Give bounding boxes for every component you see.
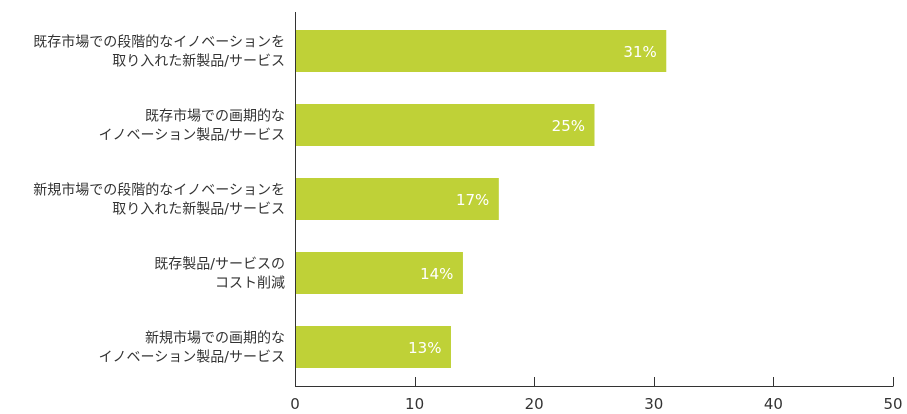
category-labels: 既存市場での段階的なイノベーションを取り入れた新製品/サービス既存市場での画期的… xyxy=(33,34,285,366)
x-tick-label-10: 10 xyxy=(405,395,424,413)
x-tick-label-20: 20 xyxy=(525,395,544,413)
bars-group xyxy=(295,30,667,368)
bar-value-label-4: 14% xyxy=(420,265,453,283)
category-label-3-line-1: 新規市場での段階的なイノベーションを xyxy=(33,182,285,199)
x-tick-label-40: 40 xyxy=(764,395,783,413)
bar-4 xyxy=(295,252,463,294)
category-label-2-line-2: イノベーション製品/サービス xyxy=(99,128,285,144)
bar-2 xyxy=(295,104,595,146)
category-label-5-line-1: 新規市場での画期的な xyxy=(145,330,285,347)
category-label-2-line-1: 既存市場での画期的な xyxy=(145,108,285,125)
x-tick-label-50: 50 xyxy=(883,395,902,413)
bar-3 xyxy=(295,178,499,220)
bar-value-label-1: 31% xyxy=(623,43,656,61)
x-tick-label-30: 30 xyxy=(644,395,663,413)
x-axis-ticks xyxy=(295,377,894,386)
bar-1 xyxy=(295,30,667,72)
category-label-5-line-2: イノベーション製品/サービス xyxy=(99,350,285,366)
bar-5 xyxy=(295,326,451,368)
category-label-4-line-1: 既存製品/サービスの xyxy=(154,257,285,273)
x-tick-label-0: 0 xyxy=(290,395,300,413)
category-label-1-line-1: 既存市場での段階的なイノベーションを xyxy=(33,34,285,51)
category-label-3-line-2: 取り入れた新製品/サービス xyxy=(112,202,285,218)
x-axis-tick-labels: 0 10 20 30 40 50 xyxy=(290,395,902,413)
axes-group xyxy=(295,12,894,387)
bar-value-label-5: 13% xyxy=(408,339,441,357)
category-label-4-line-2: コスト削減 xyxy=(215,275,285,292)
bar-value-label-3: 17% xyxy=(456,191,489,209)
bar-value-label-2: 25% xyxy=(552,117,585,135)
category-label-1-line-2: 取り入れた新製品/サービス xyxy=(112,54,285,70)
bar-value-labels: 31% 25% 17% 14% 13% xyxy=(408,43,657,357)
